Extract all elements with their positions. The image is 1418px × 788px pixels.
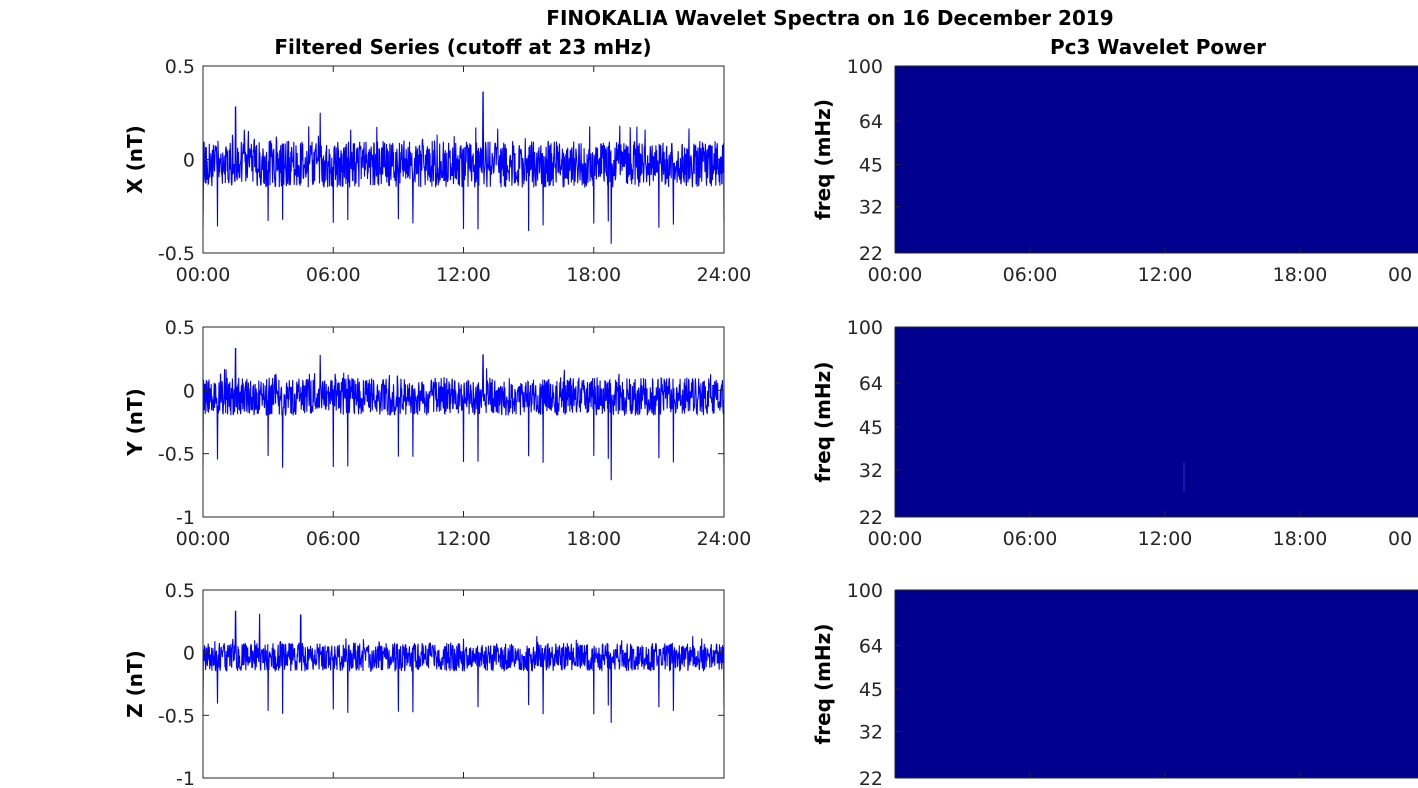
heatmap-image bbox=[895, 66, 1418, 253]
right-column-title: Pc3 Wavelet Power bbox=[1050, 35, 1266, 59]
x-tick-label: 12:00 bbox=[436, 528, 491, 550]
y-tick-label: 32 bbox=[859, 460, 883, 482]
x-tick-label: 12:00 bbox=[1138, 264, 1193, 286]
y-axis-label: Z (nT) bbox=[123, 650, 147, 718]
y-axis-label: Y (nT) bbox=[123, 388, 147, 457]
y-tick-label: 0.5 bbox=[165, 580, 195, 602]
series-line-y bbox=[202, 347, 725, 481]
x-tick-label: 24:00 bbox=[697, 264, 752, 286]
y-tick-label: 100 bbox=[847, 56, 883, 78]
line-panel-y: 0.5 0 -0.5 -100:00 06:00 12:00 18:00 24:00 Y (nT… bbox=[123, 317, 751, 550]
line-panel-z: 0.5 0 -0.5 -1 Z (nT) bbox=[123, 580, 725, 788]
figure-title: FINOKALIA Wavelet Spectra on 16 December… bbox=[546, 6, 1113, 30]
series-line-z bbox=[202, 610, 725, 723]
y-tick-label: 0.5 bbox=[165, 56, 195, 78]
y-axis-label: freq (mHz) bbox=[811, 624, 835, 745]
y-tick-label: 0 bbox=[183, 643, 195, 665]
x-tick-label: 00:00 bbox=[176, 264, 231, 286]
y-tick-label: -0.5 bbox=[158, 243, 195, 265]
x-tick-label: 06:00 bbox=[306, 264, 361, 286]
y-tick-label: 64 bbox=[859, 111, 883, 133]
line-panel-x: 0.5 0 -0.500:00 06:00 12:00 18:00 24:00 X (nT) bbox=[123, 56, 751, 286]
y-tick-label: 32 bbox=[859, 721, 883, 743]
y-tick-label: 64 bbox=[859, 635, 883, 657]
y-tick-label: -0.5 bbox=[158, 444, 195, 466]
y-tick-label: 0.5 bbox=[165, 317, 195, 339]
y-tick-label: -0.5 bbox=[158, 705, 195, 727]
x-tick-label: 06:00 bbox=[1003, 264, 1058, 286]
heatmap-image bbox=[895, 590, 1418, 778]
y-tick-label: 22 bbox=[859, 507, 883, 529]
y-axis-label: freq (mHz) bbox=[811, 99, 835, 220]
x-tick-label: 00:00 bbox=[176, 528, 231, 550]
series-line-x bbox=[202, 91, 725, 244]
y-tick-label: 0 bbox=[183, 380, 195, 402]
x-tick-label: 00 bbox=[1388, 264, 1412, 286]
x-tick-label: 00 bbox=[1388, 528, 1412, 550]
heatmap-panel-z: 100 64 45 32 22 freq (mHz) bbox=[811, 580, 1418, 788]
x-tick-label: 24:00 bbox=[697, 528, 752, 550]
left-column-title: Filtered Series (cutoff at 23 mHz) bbox=[274, 35, 651, 59]
y-tick-label: -1 bbox=[176, 507, 195, 529]
y-tick-label: 22 bbox=[859, 768, 883, 788]
x-tick-label: 12:00 bbox=[436, 264, 491, 286]
x-tick-label: 00:00 bbox=[868, 264, 923, 286]
axes-frame bbox=[202, 589, 725, 779]
x-tick-label: 18:00 bbox=[566, 264, 621, 286]
x-tick-label: 00:00 bbox=[868, 528, 923, 550]
x-tick-label: 18:00 bbox=[566, 528, 621, 550]
power-trace bbox=[1183, 462, 1186, 492]
x-tick-label: 18:00 bbox=[1273, 528, 1328, 550]
y-tick-label: 45 bbox=[859, 679, 883, 701]
y-tick-label: 100 bbox=[847, 317, 883, 339]
y-tick-label: -1 bbox=[176, 768, 195, 788]
heatmap-image bbox=[895, 327, 1418, 517]
y-tick-label: 0 bbox=[183, 150, 195, 172]
x-tick-label: 06:00 bbox=[1003, 528, 1058, 550]
y-tick-label: 32 bbox=[859, 197, 883, 219]
y-axis-label: freq (mHz) bbox=[811, 362, 835, 483]
y-tick-label: 100 bbox=[847, 580, 883, 602]
y-tick-label: 64 bbox=[859, 373, 883, 395]
x-tick-label: 18:00 bbox=[1273, 264, 1328, 286]
y-tick-label: 45 bbox=[859, 417, 883, 439]
y-axis-label: X (nT) bbox=[123, 125, 147, 194]
y-tick-label: 45 bbox=[859, 155, 883, 177]
x-tick-label: 06:00 bbox=[306, 528, 361, 550]
y-tick-label: 22 bbox=[859, 243, 883, 265]
x-tick-label: 12:00 bbox=[1138, 528, 1193, 550]
